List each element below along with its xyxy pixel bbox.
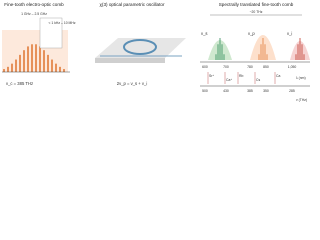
chip-side <box>95 58 165 63</box>
frequency-label: ν (THz) <box>296 98 307 102</box>
comb-spacing: 1 GHz – 2.5 GHz <box>21 12 47 16</box>
left-title: Fine-tooth electro-optic comb <box>4 2 64 7</box>
zoom-box <box>39 17 63 49</box>
wavelength-tick: 850 <box>263 65 269 69</box>
relation: 2ν_p = ν_s + ν_i <box>117 81 148 86</box>
species-label: Cs <box>256 78 260 82</box>
pump-label: ν_p <box>248 31 255 36</box>
zoom-label: < 1 kHz – 10 MHz <box>48 21 75 25</box>
wavelength-tick: 600 <box>202 65 208 69</box>
ring-resonator <box>123 39 157 55</box>
wavelength-tick: 780 <box>247 65 253 69</box>
center-title: χ(3) optical parametric oscillator <box>100 2 165 7</box>
frequency-tick: 430 <box>223 89 229 93</box>
center-panel: χ(3) optical parametric oscillator 2ν_p … <box>95 2 186 86</box>
comb-teeth <box>3 44 65 72</box>
wavelength-tick: 700 <box>223 65 229 69</box>
signal-label: ν_s <box>201 31 208 36</box>
species-label: Rb <box>239 74 243 78</box>
right-panel: Spectrally translated fine-tooth comb ~2… <box>200 2 310 102</box>
wavelength-label: λ (nm) <box>296 76 306 80</box>
wavelength-tick: 1,050 <box>288 65 297 69</box>
span-label: ~20 THz <box>250 10 263 14</box>
carrier-label: ν_c = 385 THz <box>6 81 33 86</box>
translated-teeth <box>215 38 305 60</box>
frequency-tick: 350 <box>263 89 269 93</box>
right-title: Spectrally translated fine-tooth comb <box>219 2 294 7</box>
chip-top <box>95 38 186 58</box>
frequency-tick: 500 <box>202 89 208 93</box>
species-label: Sr⁺ <box>209 74 214 78</box>
species-label: Ca⁺ <box>226 78 232 82</box>
frequency-tick: 385 <box>247 89 253 93</box>
ticks: 600 500 700 430 780 385 850 350 1,050 285 Sr⁺ Ca⁺ Rb… <box>202 65 296 93</box>
figure: Fine-tooth electro-optic comb 1 GHz – 2.… <box>2 2 310 102</box>
left-panel: Fine-tooth electro-optic comb 1 GHz – 2.… <box>2 2 76 86</box>
species-label: Ca <box>276 74 280 78</box>
frequency-tick: 285 <box>289 89 295 93</box>
idler-label: ν_i <box>287 31 292 36</box>
